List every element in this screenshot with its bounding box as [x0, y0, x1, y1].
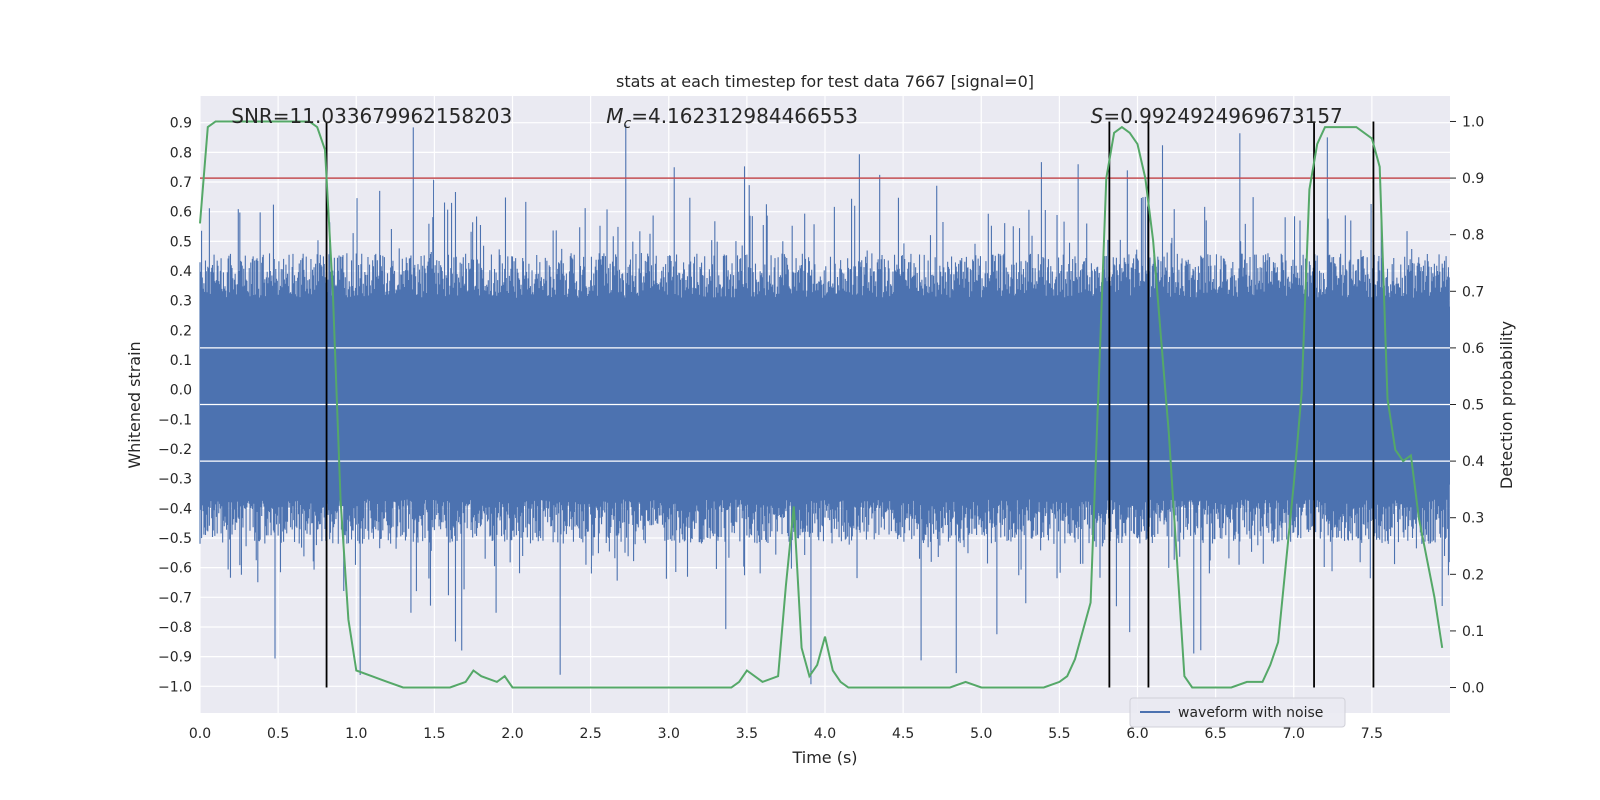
vertical-markers: [325, 121, 1375, 688]
x-axis-label: Time (s): [791, 748, 857, 767]
x-tick-label: 3.5: [736, 726, 758, 742]
x-tick-label: 5.5: [1048, 726, 1070, 742]
mc-value: =4.162312984466553: [631, 104, 858, 128]
y-left-axis-ticks: −1.0 −0.9 −0.8 −0.7 −0.6 −0.5 −0.4 −0.3 −0.2 −0.1…: [158, 116, 192, 696]
y-right-axis-label: Detection probability: [1497, 321, 1516, 489]
chart-title: stats at each timestep for test data 766…: [616, 72, 1034, 91]
x-tick-label: 7.0: [1283, 726, 1305, 742]
y-right-tick-label: 0.2: [1462, 567, 1484, 583]
y-right-tick-label: 0.1: [1462, 624, 1484, 640]
y-left-tick-label: 0.1: [170, 353, 192, 369]
y-left-tick-label: −0.2: [158, 442, 192, 458]
y-right-tick-label: 0.7: [1462, 284, 1484, 300]
x-tick-label: 2.5: [579, 726, 601, 742]
y-left-tick-label: 0.6: [170, 205, 192, 221]
y-left-tick-label: −0.1: [158, 412, 192, 428]
y-left-axis-label: Whitened strain: [125, 341, 144, 468]
x-tick-label: 0.0: [189, 726, 211, 742]
x-tick-label: 4.5: [892, 726, 914, 742]
x-axis-ticks: 0.0 0.5 1.0 1.5 2.0 2.5 3.0 3.5 4.0 4.5 5.0 5.5 6.0 6…: [189, 726, 1383, 742]
y-left-tick-label: −0.4: [158, 501, 192, 517]
s-value: =0.9924924969673157: [1103, 104, 1342, 128]
y-left-tick-label: 0.2: [170, 323, 192, 339]
y-left-tick-label: −0.9: [158, 650, 192, 666]
legend: waveform with noise: [1129, 697, 1346, 728]
y-left-tick-label: −0.3: [158, 472, 192, 488]
x-tick-label: 7.5: [1361, 726, 1383, 742]
y-left-tick-label: 0.7: [170, 175, 192, 191]
y-right-tick-label: 0.8: [1462, 228, 1484, 244]
legend-box: [1129, 697, 1346, 728]
y-left-tick-label: 0.0: [170, 383, 192, 399]
y-left-tick-label: 0.3: [170, 294, 192, 310]
y-right-tick-label: 0.0: [1462, 681, 1484, 697]
mc-subscript: c: [624, 116, 632, 132]
y-right-tick-label: 1.0: [1462, 114, 1484, 130]
y-left-tick-label: 0.5: [170, 234, 192, 250]
y-left-tick-label: 0.9: [170, 116, 192, 132]
x-tick-label: 1.5: [423, 726, 445, 742]
x-tick-label: 2.0: [501, 726, 523, 742]
x-tick-label: 6.0: [1126, 726, 1148, 742]
mc-annotation: Mc=4.162312984466553: [606, 104, 858, 132]
y-left-tick-label: −0.5: [158, 531, 192, 547]
x-tick-label: 5.0: [970, 726, 992, 742]
y-right-tick-label: 0.6: [1462, 341, 1484, 357]
y-left-tick-label: −0.7: [158, 590, 192, 606]
s-annotation: S=0.9924924969673157: [1091, 104, 1343, 128]
mc-symbol: M: [606, 104, 623, 128]
y-right-tick-label: 0.5: [1462, 398, 1484, 414]
y-left-tick-label: −0.6: [158, 561, 192, 577]
y-right-tick-label: 0.3: [1462, 511, 1484, 527]
y-left-tick-label: 0.4: [170, 264, 192, 280]
y-left-tick-label: 0.8: [170, 145, 192, 161]
y-left-tick-label: −0.8: [158, 620, 192, 636]
y-right-tick-label: 0.9: [1462, 171, 1484, 187]
y-left-tick-label: −1.0: [158, 679, 192, 695]
snr-annotation: SNR=11.033679962158203: [231, 104, 512, 128]
detection-probability-series: [199, 120, 1444, 689]
y-right-axis-ticks: 0.0 0.1 0.2 0.3 0.4 0.5 0.6 0.7 0.8 0.9 1.0: [1450, 114, 1484, 697]
x-tick-label: 3.0: [658, 726, 680, 742]
s-symbol: S: [1091, 104, 1104, 128]
x-tick-label: 0.5: [267, 726, 289, 742]
waveform-series: [199, 124, 1450, 685]
legend-label: waveform with noise: [1178, 705, 1323, 721]
x-tick-label: 6.5: [1204, 726, 1226, 742]
y-right-tick-label: 0.4: [1462, 454, 1484, 470]
probability-line: [199, 120, 1444, 689]
x-tick-label: 4.0: [814, 726, 836, 742]
x-tick-label: 1.0: [345, 726, 367, 742]
waveform-fill: [200, 306, 1450, 485]
